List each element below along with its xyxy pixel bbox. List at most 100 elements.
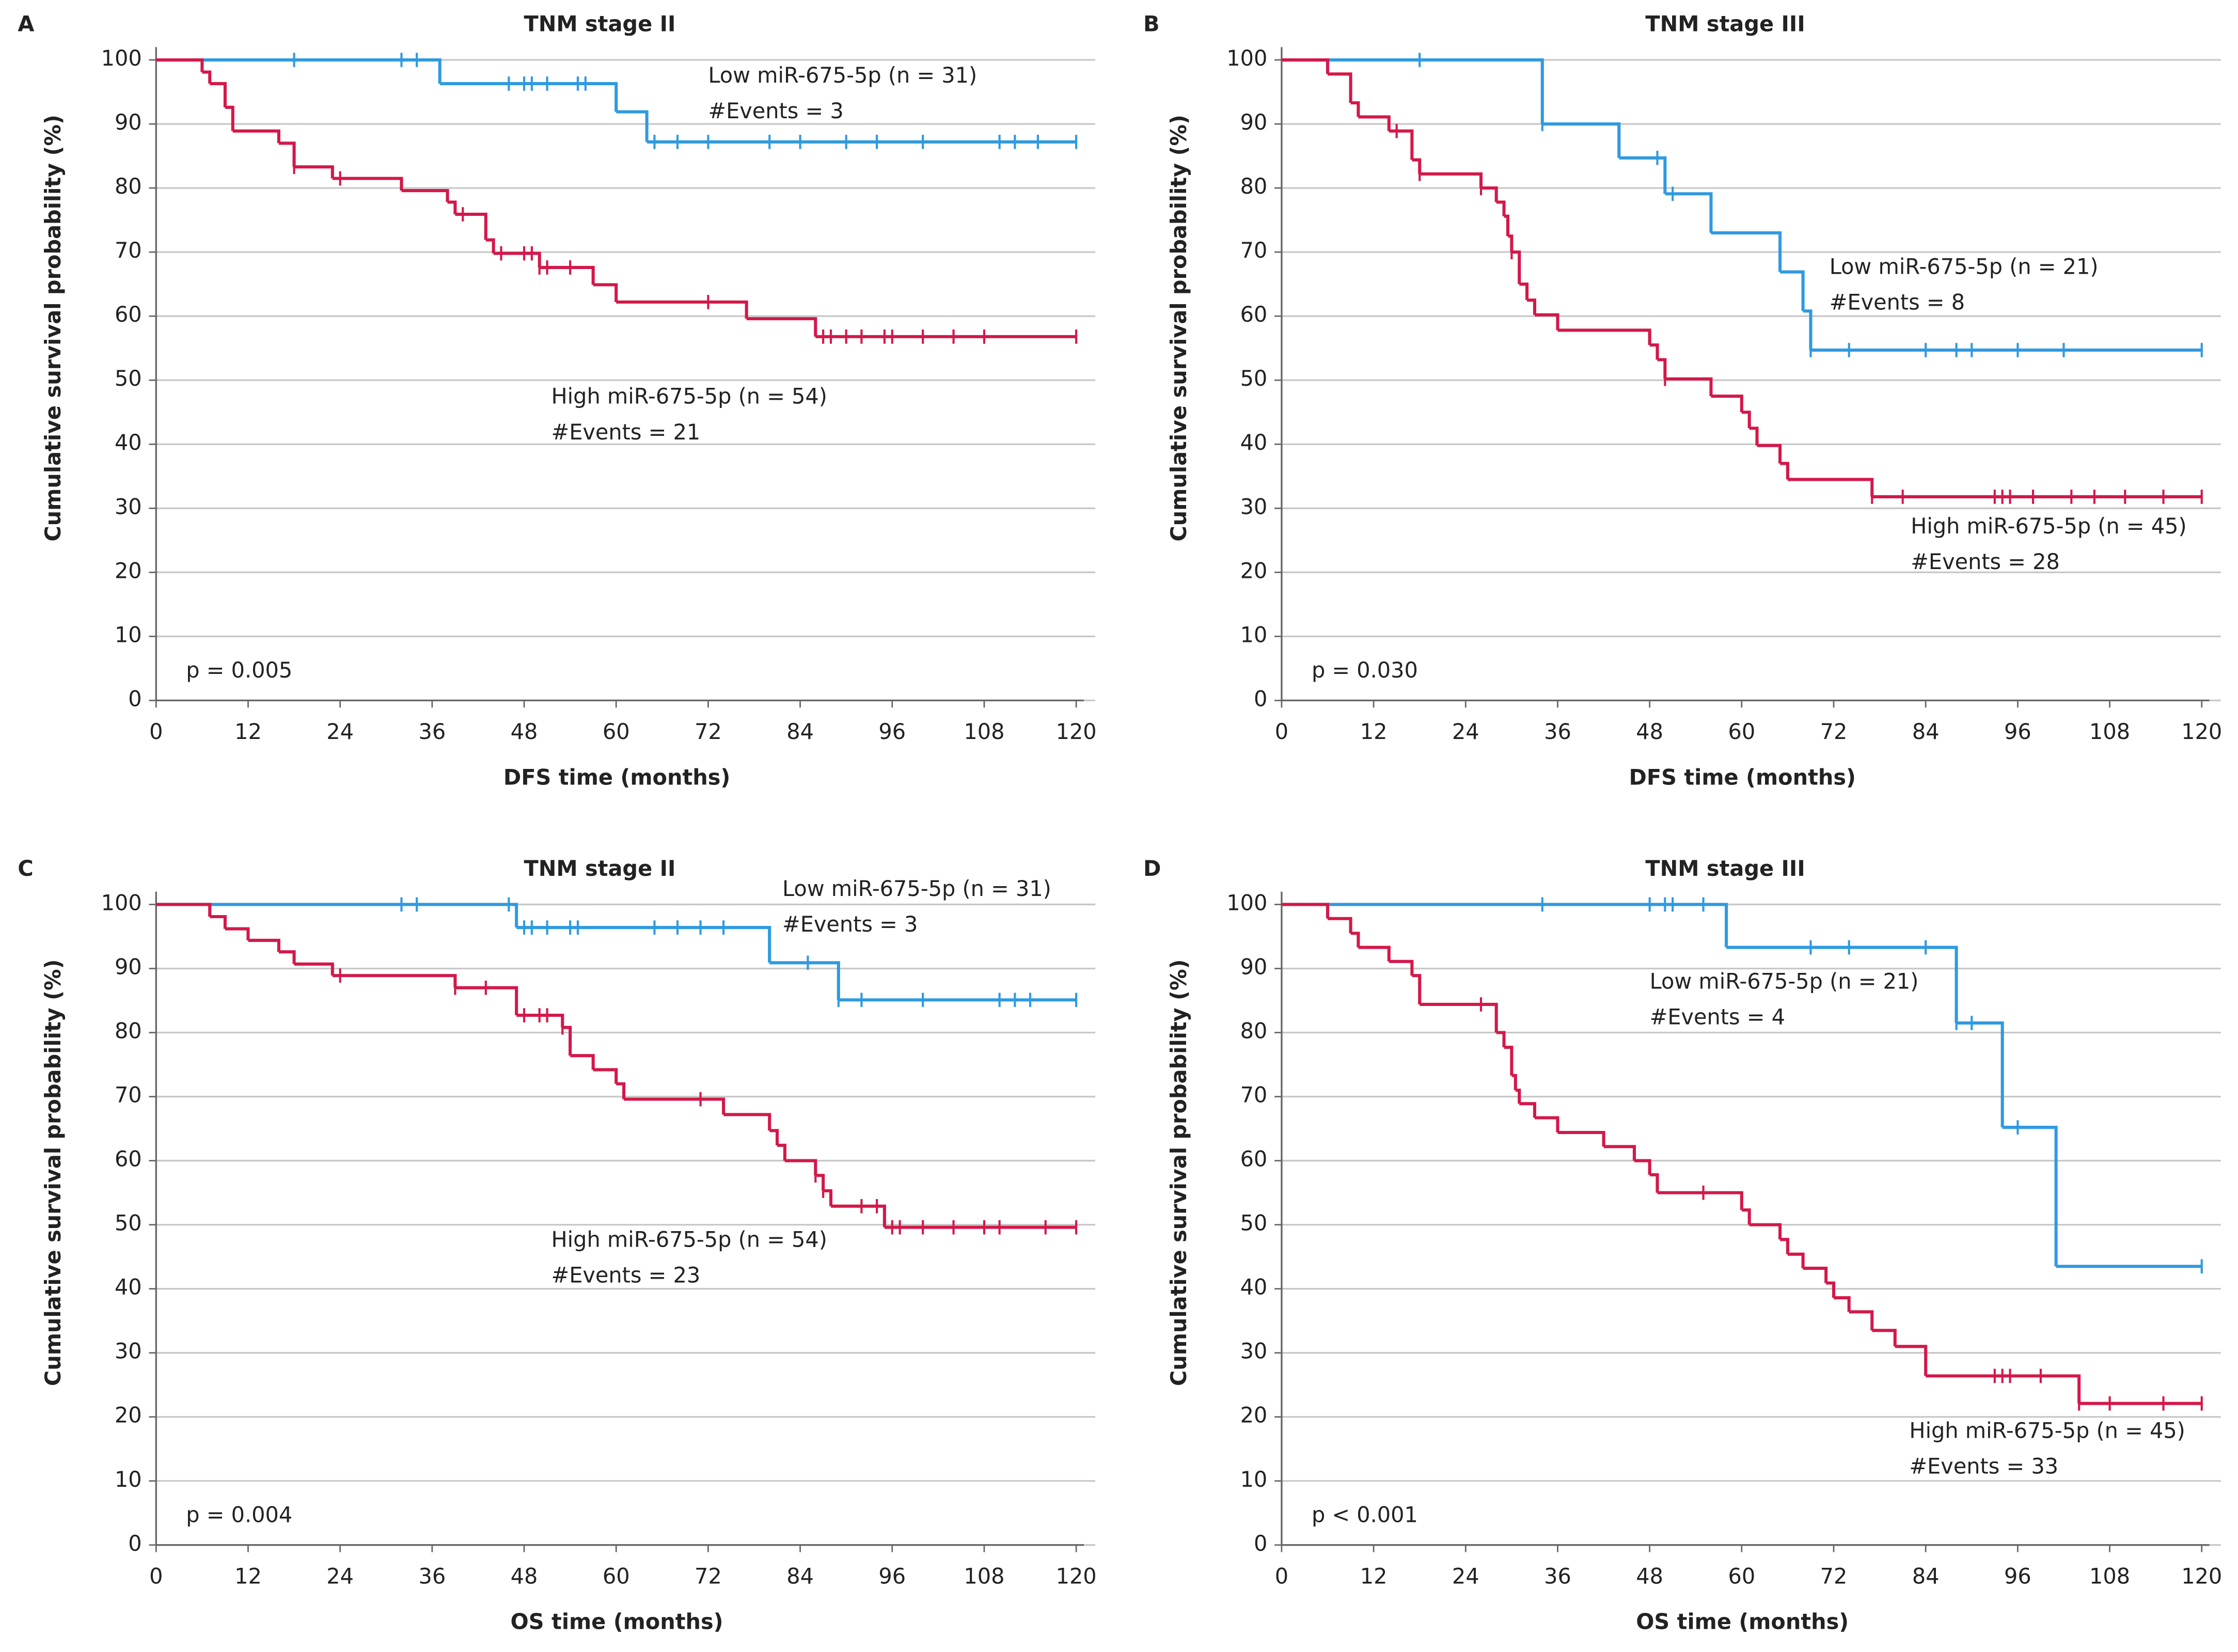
survival-step — [723, 1113, 771, 1131]
survival-step — [1412, 974, 1422, 1004]
survival-step — [1527, 298, 1536, 315]
survival-step — [830, 1204, 886, 1228]
y-tick-label: 10 — [1240, 622, 1268, 647]
y-tick-label: 80 — [1240, 1019, 1268, 1044]
survival-step — [1780, 270, 1805, 311]
x-tick-label: 48 — [1636, 719, 1663, 744]
survival-step — [784, 1159, 817, 1176]
survival-step — [1834, 1296, 1851, 1312]
y-tick-label: 70 — [1240, 1083, 1268, 1108]
survival-step — [1534, 1116, 1559, 1133]
y-axis-label: Cumulative survival probability (%) — [41, 959, 66, 1387]
survival-step — [439, 82, 618, 112]
y-tick-label: 30 — [115, 494, 142, 519]
y-tick-label: 60 — [115, 1147, 142, 1172]
panel-label: B — [1143, 12, 1160, 37]
events-label: #Events = 33 — [1909, 1454, 2058, 1479]
survival-step — [278, 950, 296, 964]
survival-step — [2002, 1126, 2058, 1267]
y-tick-label: 100 — [1226, 46, 1267, 71]
survival-step — [815, 1174, 825, 1191]
y-tick-label: 50 — [115, 1211, 142, 1236]
y-tick-label: 70 — [1240, 238, 1268, 263]
panel: A TNM stage II Cumulative survival probabi… — [18, 12, 1096, 790]
x-tick-label: 36 — [1544, 719, 1571, 744]
survival-step — [1281, 58, 1544, 124]
survival-step — [1534, 313, 1559, 331]
survival-step — [1281, 58, 1330, 74]
x-tick-label: 96 — [878, 719, 906, 744]
y-tick-label: 80 — [115, 174, 142, 199]
survival-step — [294, 962, 334, 976]
survival-step — [1787, 1252, 1805, 1268]
x-tick-label: 60 — [1728, 1564, 1755, 1588]
x-tick-label: 84 — [786, 1564, 814, 1588]
survival-step — [1420, 172, 1483, 188]
survival-step — [1328, 72, 1352, 103]
panel: D TNM stage III Cumulative survival probab… — [1143, 856, 2222, 1634]
survival-step — [1649, 343, 1659, 360]
survival-step — [210, 82, 227, 107]
survival-step — [570, 1054, 595, 1070]
survival-step — [455, 986, 518, 1016]
p-value: p = 0.005 — [186, 658, 292, 683]
survival-step — [1956, 1021, 2004, 1128]
survival-step — [1634, 1159, 1651, 1175]
survival-step — [616, 110, 649, 142]
y-tick-label: 40 — [1240, 430, 1268, 455]
survival-step — [1519, 282, 1529, 301]
y-tick-label: 30 — [1240, 1339, 1268, 1364]
survival-step — [624, 1097, 726, 1115]
x-tick-label: 36 — [418, 719, 446, 744]
y-tick-label: 50 — [1240, 1211, 1268, 1236]
x-tick-label: 120 — [2181, 1564, 2222, 1588]
survival-step — [202, 70, 212, 84]
survival-step — [156, 58, 204, 72]
y-tick-label: 0 — [1254, 1531, 1267, 1556]
x-tick-label: 60 — [1728, 719, 1755, 744]
survival-step — [485, 238, 495, 254]
survival-step — [769, 1129, 779, 1145]
x-tick-label: 0 — [149, 1564, 163, 1588]
legend-label: High miR-675-5p (n = 45) — [1911, 514, 2186, 539]
panel-label: A — [18, 12, 34, 37]
p-value: p < 0.001 — [1312, 1503, 1418, 1528]
x-tick-label: 72 — [695, 719, 722, 744]
y-tick-label: 80 — [115, 1019, 142, 1044]
panel-label: C — [18, 856, 33, 881]
survival-step — [1412, 158, 1422, 174]
x-tick-label: 60 — [603, 719, 630, 744]
x-tick-label: 84 — [1912, 719, 1940, 744]
survival-step — [593, 1068, 618, 1084]
events-label: #Events = 28 — [1911, 549, 2060, 574]
survival-step — [1849, 1310, 1874, 1331]
x-tick-label: 36 — [418, 1564, 446, 1588]
survival-step — [156, 903, 212, 917]
survival-step — [777, 1143, 786, 1161]
y-tick-label: 20 — [115, 1403, 142, 1428]
survival-step — [1281, 903, 1728, 948]
y-tick-label: 20 — [1240, 558, 1268, 583]
survival-step — [1826, 1281, 1836, 1298]
y-tick-label: 10 — [1240, 1467, 1268, 1492]
survival-step — [1895, 1345, 1928, 1376]
y-tick-label: 0 — [128, 686, 141, 711]
survival-step — [248, 938, 280, 952]
survival-step — [1649, 1173, 1659, 1193]
p-value: p = 0.030 — [1312, 658, 1418, 683]
x-tick-label: 108 — [2089, 719, 2130, 744]
survival-step — [616, 1082, 626, 1099]
y-tick-label: 90 — [115, 110, 142, 135]
legend-label: High miR-675-5p (n = 45) — [1909, 1419, 2185, 1443]
survival-step — [1749, 427, 1759, 446]
events-label: #Events = 23 — [551, 1263, 701, 1287]
x-tick-label: 24 — [1452, 1564, 1479, 1588]
survival-step — [1872, 1329, 1897, 1347]
survival-step — [1504, 1046, 1514, 1076]
survival-step — [823, 1189, 833, 1206]
y-tick-label: 100 — [101, 890, 142, 915]
legend-label: Low miR-675-5p (n = 31) — [708, 63, 977, 88]
x-tick-label: 60 — [603, 1564, 630, 1588]
legend-label: High miR-675-5p (n = 54) — [551, 1227, 827, 1252]
